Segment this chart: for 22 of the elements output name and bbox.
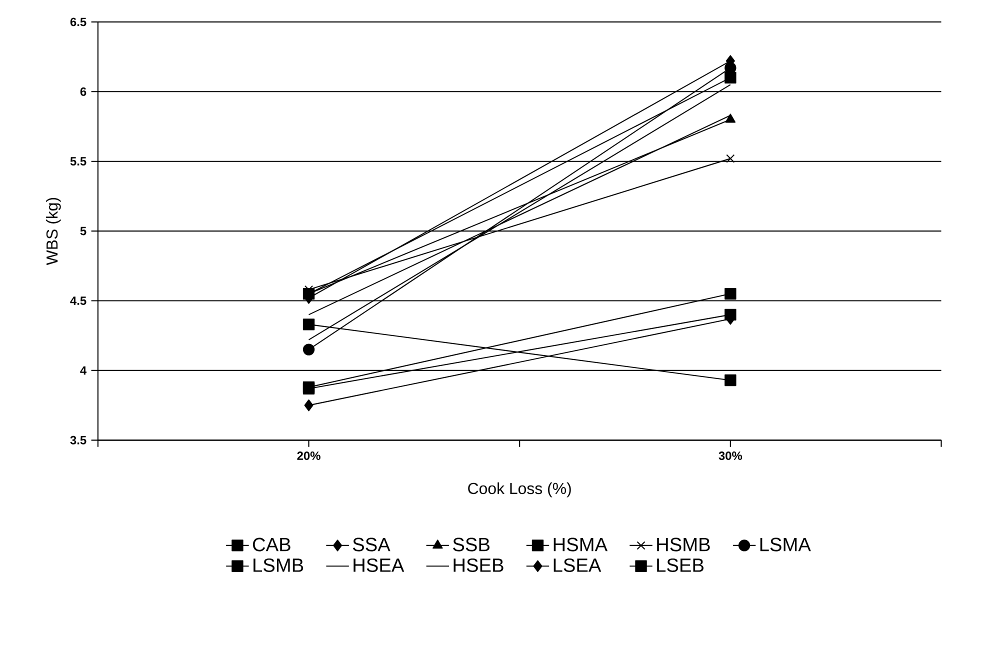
y-tick-label: 5.5	[70, 156, 86, 166]
x-tick-label: 20%	[297, 451, 320, 460]
legend-label: HSEB	[454, 558, 504, 572]
legend-label: LSEB	[657, 558, 704, 572]
y-tick-label: 6	[80, 87, 86, 96]
legend-label: HSMA	[554, 538, 608, 552]
legend-label: LSMA	[760, 538, 811, 552]
legend-label: LSMB	[254, 558, 304, 572]
y-tick-label: 6.5	[70, 17, 86, 26]
y-axis-title: WBS (kg)	[46, 198, 61, 265]
legend-label: LSEA	[554, 558, 602, 572]
legend-label: HSEA	[354, 558, 404, 572]
y-tick-label: 3.5	[70, 436, 86, 444]
legend-label: CAB	[252, 538, 290, 552]
y-tick-label: 5	[80, 226, 86, 236]
y-tick-label: 4	[80, 366, 87, 374]
y-tick-label: 4.5	[70, 296, 86, 305]
legend-label: HSMB	[657, 538, 710, 552]
x-tick-label: 30%	[718, 451, 742, 460]
legend-label: SSB	[453, 538, 490, 552]
legend-label: SSA	[352, 538, 390, 552]
x-axis-title: Cook Loss (%)	[468, 482, 571, 498]
